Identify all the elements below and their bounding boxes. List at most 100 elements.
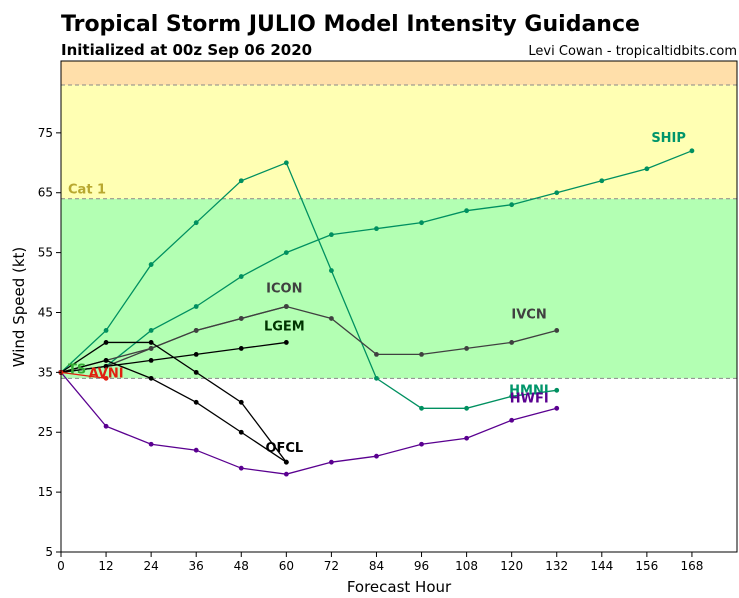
data-point: [148, 340, 154, 345]
data-point: [419, 220, 424, 226]
data-point: [148, 346, 154, 351]
band-0: [61, 378, 737, 552]
data-point: [329, 459, 334, 465]
series-layer: [58, 148, 695, 477]
data-point: [509, 340, 515, 345]
data-point: [509, 393, 515, 399]
series-line-hmni: [60, 161, 557, 409]
data-point: [374, 453, 379, 459]
chart-credit: Levi Cowan - tropicaltidbits.com: [528, 44, 737, 59]
data-point: [374, 226, 379, 232]
y-tick-label: 75: [38, 126, 53, 140]
x-tick-label: 108: [455, 559, 478, 573]
band-3: [61, 61, 737, 85]
x-tick-label: 168: [680, 559, 703, 573]
series-hmni-1: [58, 160, 560, 411]
data-point: [509, 202, 515, 208]
x-tick-label: 0: [57, 559, 65, 573]
x-tick-label: 24: [143, 559, 158, 573]
data-point: [193, 369, 199, 375]
band-labels: TS Cat 1: [68, 183, 106, 378]
data-point: [103, 363, 109, 369]
data-point: [148, 441, 154, 447]
band-1: [61, 198, 737, 379]
data-point: [419, 441, 424, 447]
data-point: [283, 459, 289, 465]
y-tick-label: 25: [38, 425, 53, 439]
chart-subtitle: Initialized at 00z Sep 06 2020: [61, 41, 312, 59]
chart-title: Tropical Storm JULIO Model Intensity Gui…: [61, 12, 640, 37]
series-ship-0: [58, 148, 695, 375]
data-point: [464, 405, 469, 411]
series-label-icon: ICON: [266, 282, 302, 297]
x-tick-label: 84: [369, 559, 384, 573]
plot-frame: [60, 60, 738, 553]
data-point: [193, 399, 199, 405]
data-point: [193, 447, 199, 453]
data-point: [238, 178, 244, 184]
band-2: [61, 84, 737, 199]
data-point: [193, 352, 199, 357]
y-tick-label: 65: [38, 186, 53, 200]
y-tick-label: 5: [45, 545, 53, 559]
data-point: [554, 405, 560, 411]
data-point: [554, 387, 560, 393]
x-tick-label: 132: [545, 559, 568, 573]
y-tick-label: 15: [38, 485, 53, 499]
x-axis-ticks: 0 12 24 36 48 60 72 84 96 108 120 132 144 156 168: [57, 552, 703, 573]
x-tick-label: 60: [279, 559, 294, 573]
series-line-ivcn: [60, 305, 557, 374]
threshold-lines: [61, 84, 737, 379]
intensity-bands: [61, 61, 737, 552]
data-point: [238, 429, 244, 435]
data-point: [599, 178, 605, 184]
data-point: [103, 375, 109, 381]
series-label-hwfi: HWFI: [510, 391, 549, 406]
y-tick-label: 55: [38, 246, 53, 260]
data-point: [103, 423, 109, 429]
data-point: [554, 328, 560, 333]
x-tick-label: 48: [234, 559, 249, 573]
data-point: [103, 328, 109, 333]
data-point: [329, 316, 334, 321]
data-point: [283, 471, 289, 477]
series-line-avni: [60, 371, 107, 379]
x-tick-label: 72: [324, 559, 339, 573]
series-label-avni: AVNI: [89, 366, 124, 381]
x-tick-label: 96: [414, 559, 429, 573]
data-point: [283, 160, 289, 166]
data-point: [283, 304, 289, 309]
series-label-ivcn: IVCN: [511, 307, 546, 322]
data-point: [148, 262, 154, 267]
y-axis-label: Wind Speed (kt): [10, 247, 28, 368]
series-label-ship: SHIP: [651, 131, 686, 146]
data-point: [193, 304, 199, 309]
x-tick-label: 12: [98, 559, 113, 573]
x-tick-label: 36: [189, 559, 204, 573]
data-point: [283, 340, 289, 345]
y-axis-ticks: 5 15 25 35 45 55 65 75: [38, 126, 61, 559]
data-point: [148, 375, 154, 381]
x-tick-label: 144: [590, 559, 613, 573]
y-tick-label: 45: [38, 305, 53, 319]
series-label-hmni: HMNI: [509, 383, 549, 398]
data-point: [103, 340, 109, 345]
x-tick-label: 120: [500, 559, 523, 573]
data-point: [238, 399, 244, 405]
data-point: [238, 465, 244, 471]
data-point: [689, 148, 695, 154]
data-point: [238, 316, 244, 321]
data-point: [509, 417, 515, 423]
series-line-ofcl: [60, 359, 287, 463]
data-point: [238, 274, 244, 279]
data-point: [329, 232, 334, 238]
data-point: [419, 352, 424, 357]
band-label-ts: TS: [68, 362, 86, 377]
series-label-ofcl: OFCL: [265, 441, 303, 456]
data-point: [283, 250, 289, 256]
data-point: [148, 357, 154, 363]
x-tick-label: 156: [635, 559, 658, 573]
series-line-hwfi: [60, 371, 557, 475]
data-point: [193, 220, 199, 226]
